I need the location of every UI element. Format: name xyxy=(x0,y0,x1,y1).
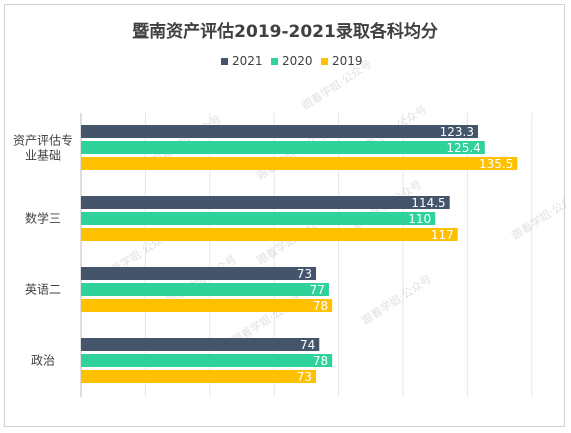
legend: 2021 2020 2019 xyxy=(221,54,363,68)
category-label-0: 资产评估专业基础 xyxy=(13,133,73,163)
legend-swatch-2020 xyxy=(271,58,278,65)
data-label-2020-3: 78 xyxy=(313,354,328,368)
watermark-10: 跟着学姐·公众号 xyxy=(359,272,434,328)
bar-2019-0 xyxy=(81,157,518,170)
category-label-1: 数学三 xyxy=(25,211,61,226)
chart-title: 暨南资产评估2019-2021录取各科均分 xyxy=(132,21,438,42)
data-label-2020-0: 125.4 xyxy=(446,141,480,155)
chart: 暨南资产评估2019-2021录取各科均分 跟着学姐·公众号 跟着学姐·公众号跟着… xyxy=(13,21,566,397)
bar-2019-1 xyxy=(81,228,458,241)
bar-2019-3 xyxy=(81,370,317,383)
chart-frame: 暨南资产评估2019-2021录取各科均分 跟着学姐·公众号 跟着学姐·公众号 跟着… xyxy=(4,4,566,427)
data-label-2021-2: 73 xyxy=(297,267,312,281)
data-label-2019-3: 73 xyxy=(297,370,312,384)
legend-label-2021: 2021 xyxy=(232,54,263,68)
legend-swatch-2019 xyxy=(321,58,328,65)
data-label-2021-1: 114.5 xyxy=(411,196,445,210)
legend-label-2019: 2019 xyxy=(332,54,363,68)
data-label-2019-1: 117 xyxy=(431,228,454,242)
bar-2021-0 xyxy=(81,125,479,138)
bar-2021-1 xyxy=(81,196,450,209)
bar-2020-1 xyxy=(81,212,436,225)
bar-2020-0 xyxy=(81,141,485,154)
watermark-4: 跟着学姐·公众号 xyxy=(509,187,566,243)
legend-swatch-2021 xyxy=(221,58,228,65)
data-label-2021-3: 74 xyxy=(300,338,315,352)
data-label-2021-0: 123.3 xyxy=(440,125,474,139)
data-label-2019-2: 78 xyxy=(313,299,328,313)
category-label-3: 政治 xyxy=(31,354,55,368)
data-label-2020-2: 77 xyxy=(310,283,325,297)
bar-2020-2 xyxy=(81,283,329,296)
bar-2020-3 xyxy=(81,354,333,367)
category-label-2: 英语二 xyxy=(25,283,61,297)
data-label-2020-1: 110 xyxy=(408,212,431,226)
bar-2019-2 xyxy=(81,299,333,312)
legend-label-2020: 2020 xyxy=(282,54,313,68)
bar-2021-2 xyxy=(81,267,317,280)
data-label-2019-0: 135.5 xyxy=(479,157,513,171)
bar-2021-3 xyxy=(81,338,320,351)
